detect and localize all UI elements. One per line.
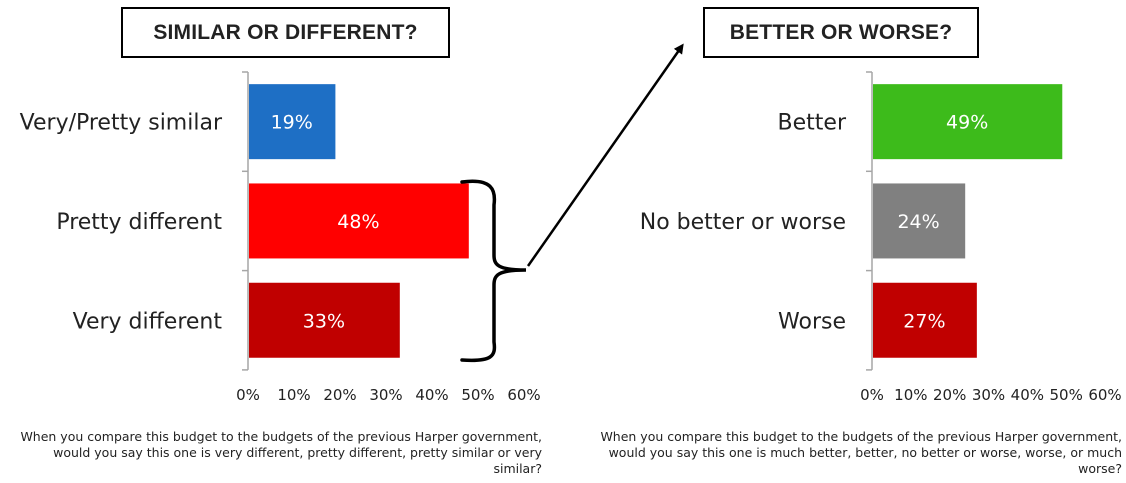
x-tick-label: 60%	[507, 386, 540, 404]
x-tick-label: 30%	[369, 386, 402, 404]
category-label: Very/Pretty similar	[20, 111, 223, 136]
bar-value-label: 27%	[903, 310, 945, 332]
bar	[873, 282, 977, 358]
chart-left: 19% Very/Pretty similar 48% Pretty differen…	[20, 71, 541, 404]
bar-value-label: 48%	[337, 211, 379, 233]
bar	[249, 282, 400, 358]
arrow-icon	[526, 43, 684, 267]
bar	[873, 84, 1063, 160]
x-tick-label: 50%	[1049, 386, 1082, 404]
bar-value-label: 33%	[303, 310, 345, 332]
x-tick-label: 60%	[1088, 386, 1121, 404]
category-label: Worse	[778, 309, 846, 334]
x-tick-label: 0%	[860, 386, 884, 404]
question-text-left: When you compare this budget to the budg…	[20, 429, 542, 476]
bar-value-label: 49%	[946, 112, 988, 134]
category-label: Pretty different	[56, 210, 222, 235]
x-tick-label: 40%	[1011, 386, 1044, 404]
x-tick-label: 10%	[277, 386, 310, 404]
x-tick-label: 0%	[236, 386, 260, 404]
question-text-right: When you compare this budget to the budg…	[600, 429, 1122, 476]
x-tick-label: 10%	[894, 386, 927, 404]
x-tick-label: 20%	[323, 386, 356, 404]
bar	[249, 183, 469, 259]
brace-icon	[460, 179, 527, 363]
chart-title-right: BETTER OR WORSE?	[703, 7, 979, 58]
category-label: Better	[778, 111, 847, 136]
chart-title-left: SIMILAR OR DIFFERENT?	[121, 7, 450, 58]
category-label: Very different	[73, 309, 223, 334]
x-tick-label: 20%	[933, 386, 966, 404]
bar	[249, 84, 336, 160]
x-tick-label: 40%	[415, 386, 448, 404]
x-tick-label: 50%	[461, 386, 494, 404]
chart-right: 49% Better 24% No better or worse 27% Worse 0%…	[640, 71, 1122, 404]
bar-value-label: 24%	[897, 211, 939, 233]
bar-value-label: 19%	[271, 112, 313, 134]
bar	[873, 183, 966, 259]
category-label: No better or worse	[640, 210, 846, 235]
x-tick-label: 30%	[972, 386, 1005, 404]
